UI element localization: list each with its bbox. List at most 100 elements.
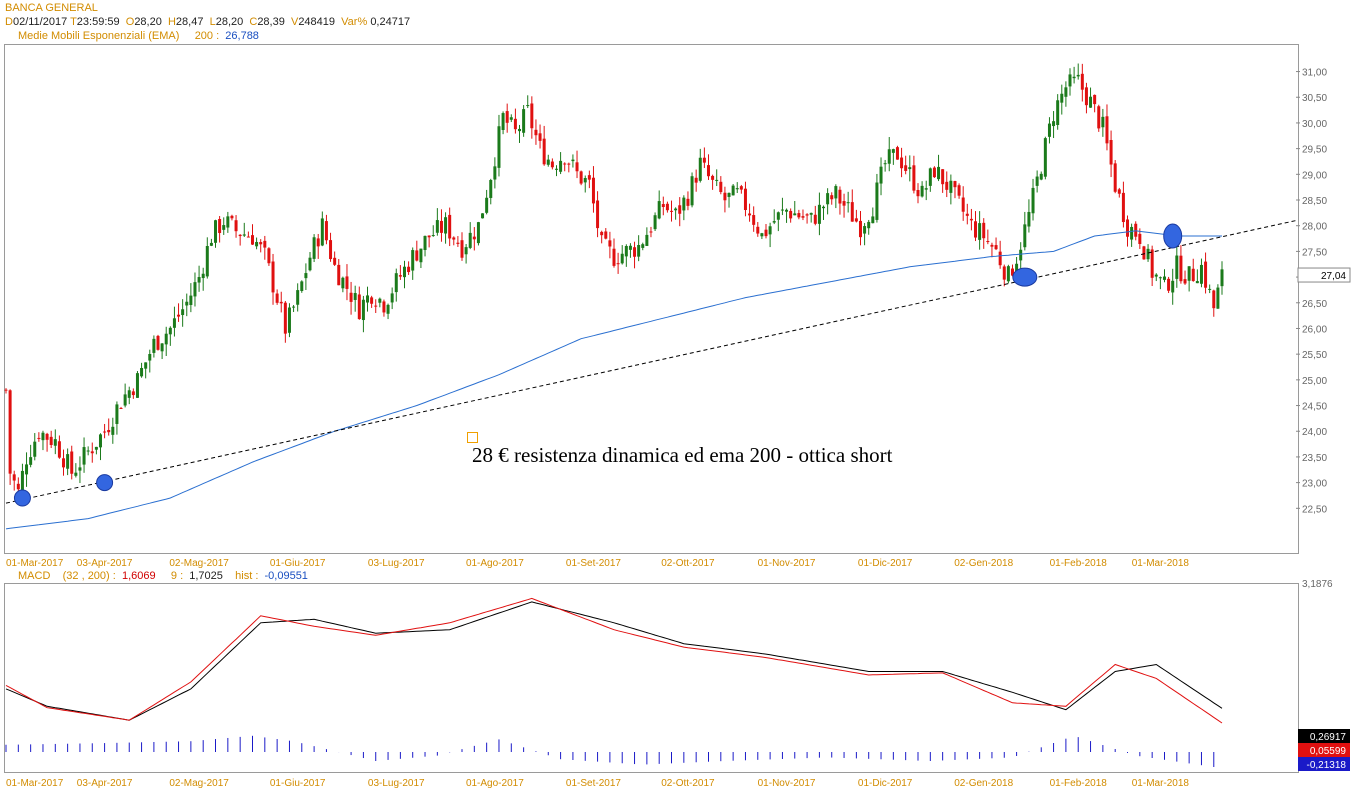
candle-body [526,105,530,107]
macd-x-tick-label: 01-Giu-2017 [270,778,326,789]
candle-body [628,245,632,250]
candle-body [789,210,793,219]
candle-body [119,407,123,409]
candle-body [649,231,653,233]
macd-chart-panel[interactable] [4,583,1299,773]
candle-body [115,404,119,424]
candle-body [296,290,300,305]
candle-body [805,214,809,216]
time-label: T [70,16,77,28]
low-value: 28,20 [215,16,244,28]
candle-body [1171,280,1175,293]
candle-body [357,294,361,320]
candle-body [238,234,242,237]
macd-value-badge-text: 0,05599 [1310,746,1347,757]
x-tick-label: 01-Feb-2018 [1050,558,1108,569]
candle-body [990,244,994,247]
high-value: 28,47 [175,16,204,28]
candle-body [575,162,579,172]
candle-body [711,175,715,180]
date-value: 02/11/2017 [12,16,68,28]
candle-body [222,225,226,230]
candle-body [94,446,98,450]
candle-body [932,167,936,178]
ema-period: 200 : [194,30,220,42]
candle-body [924,188,928,190]
candle-body [20,470,24,492]
candle-body [978,223,982,240]
candle-body [41,432,45,441]
candle-body [255,241,259,247]
candle-body [74,472,78,476]
price-chart-panel[interactable] [4,44,1299,554]
candle-body [177,314,181,317]
ema200-line [5,230,1222,530]
instrument-name: BANCA GENERAL [5,2,98,14]
candle-body [378,298,382,303]
candle-body [542,138,546,165]
candle-body [1010,268,1014,276]
candle-body [407,266,411,273]
candle-body [316,238,320,247]
candle-body [735,188,739,190]
y-tick-label: 26,00 [1302,324,1327,335]
candle-body [242,234,246,236]
candle-body [1183,279,1187,284]
candle-body [448,214,452,239]
candle-body [234,220,238,232]
candle-body [1179,255,1183,282]
candle-body [1199,264,1203,284]
candle-body [858,220,862,238]
candle-body [493,166,497,180]
candle-body [838,189,842,204]
candle-body [945,181,949,190]
candle-body [185,301,189,306]
candle-body [382,301,386,313]
candle-body [353,293,357,300]
candle-body [152,338,156,353]
x-tick-label: 02-Ott-2017 [661,558,715,569]
candle-body [571,159,575,162]
candle-body [320,218,324,246]
candle-body [1195,281,1199,284]
candle-body [103,431,107,433]
candle-body [1072,76,1076,79]
macd-label: MACD [18,570,51,582]
candle-body [961,197,965,212]
candle-body [998,251,1002,266]
candle-body [172,318,176,328]
candle-body [1015,263,1019,273]
candle-body [731,185,735,196]
candle-body [226,216,230,228]
candle-body [489,180,493,198]
signal-line [5,597,1223,724]
candle-body [748,213,752,216]
candle-body [895,147,899,160]
candle-body [698,157,702,181]
x-tick-label: 01-Mar-2018 [1132,558,1190,569]
candle-body [1097,106,1101,129]
candle-body [1204,261,1208,288]
candle-body [604,231,608,239]
candle-body [156,335,160,350]
candle-body [752,215,756,225]
candle-body [246,236,250,238]
candle-body [690,176,694,206]
candle-body [468,232,472,248]
candle-body [670,210,674,212]
candle-body [842,201,846,206]
candle-body [768,226,772,235]
candle-body [476,222,480,244]
candle-body [1150,249,1154,278]
macd-x-tick-label: 01-Set-2017 [566,778,621,789]
candle-body [505,111,509,123]
candle-body [830,195,834,200]
candle-body [366,295,370,303]
candle-body [292,306,296,308]
candle-body [596,200,600,229]
candle-body [727,192,731,197]
candle-body [1138,233,1142,244]
candle-body [1031,187,1035,214]
candle-body [793,213,797,216]
candle-body [756,226,760,234]
